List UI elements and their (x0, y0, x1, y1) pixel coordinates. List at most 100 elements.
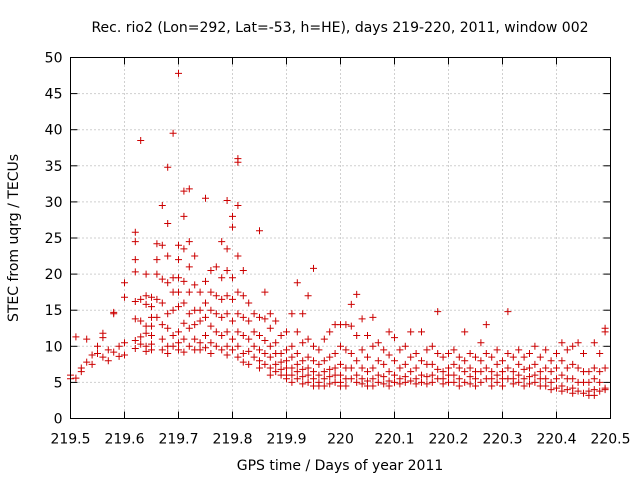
data-point (342, 321, 350, 329)
data-point (320, 382, 328, 390)
y-tick-label: 10 (45, 339, 63, 355)
data-point (488, 353, 496, 361)
data-point (88, 360, 96, 368)
data-point (601, 364, 609, 372)
data-point (185, 324, 193, 332)
data-point (131, 268, 139, 276)
data-point (299, 373, 307, 381)
data-point (374, 357, 382, 365)
data-point (196, 288, 204, 296)
data-point (585, 378, 593, 386)
data-point (553, 375, 560, 383)
data-point (131, 344, 139, 352)
data-point (99, 334, 107, 342)
data-point (558, 371, 566, 379)
y-tick-label: 25 (45, 231, 63, 247)
data-point (299, 380, 307, 388)
data-point (472, 375, 479, 383)
data-point (374, 339, 382, 347)
data-point (158, 346, 166, 354)
data-point (450, 346, 458, 354)
data-point (369, 342, 377, 350)
data-point (164, 310, 172, 318)
data-point (234, 328, 242, 336)
data-point (94, 342, 101, 350)
data-point (574, 387, 582, 395)
data-point (202, 277, 209, 285)
data-point (293, 360, 301, 368)
data-point (223, 266, 231, 274)
data-point (180, 245, 188, 253)
data-point (547, 386, 555, 394)
data-point (250, 353, 258, 361)
data-point (601, 328, 609, 336)
data-point (358, 315, 366, 323)
data-point (418, 357, 425, 365)
data-point (121, 351, 128, 359)
data-point (515, 346, 523, 354)
data-point (245, 360, 253, 368)
data-point (326, 380, 334, 388)
data-point (434, 308, 442, 316)
data-point (261, 315, 269, 323)
data-point (234, 202, 242, 210)
data-point (288, 378, 296, 386)
data-point (369, 375, 377, 383)
data-point (234, 252, 242, 260)
data-point (153, 313, 161, 321)
data-point (94, 350, 101, 358)
data-point (293, 375, 301, 383)
data-point (218, 346, 226, 354)
data-point (515, 378, 523, 386)
data-point (407, 328, 415, 336)
data-point (488, 375, 496, 383)
x-tick-label: 219.7 (158, 432, 198, 448)
data-point (439, 380, 447, 388)
data-point (256, 227, 263, 235)
data-point (526, 380, 533, 388)
data-point (293, 328, 301, 336)
data-point (374, 371, 382, 379)
data-point (180, 299, 188, 307)
data-point (212, 310, 220, 318)
data-point (488, 382, 496, 390)
data-point (428, 371, 436, 379)
data-point (283, 375, 290, 383)
data-point (202, 331, 209, 339)
data-point (304, 292, 312, 300)
data-point (283, 357, 290, 365)
data-point (466, 373, 474, 381)
data-point (207, 306, 215, 314)
data-point (185, 342, 193, 350)
data-point (256, 346, 263, 354)
data-point (299, 365, 307, 373)
data-point (148, 303, 155, 311)
data-point (175, 346, 182, 354)
data-point (110, 308, 118, 316)
data-point (142, 300, 150, 308)
data-point (293, 279, 301, 287)
data-point (310, 357, 317, 365)
data-point (256, 331, 263, 339)
data-point (277, 358, 285, 366)
data-point (261, 288, 269, 296)
data-point (239, 292, 247, 300)
data-point (202, 313, 209, 321)
data-point (158, 321, 166, 329)
data-point (310, 368, 317, 376)
data-point (148, 331, 155, 339)
data-point (256, 364, 263, 372)
data-point (569, 360, 577, 368)
y-tick-label: 45 (45, 87, 63, 103)
data-point (477, 368, 485, 376)
data-point (337, 371, 344, 379)
data-point (115, 342, 123, 350)
data-point (169, 331, 177, 339)
data-point (185, 238, 193, 246)
data-point (455, 382, 463, 390)
data-point (288, 310, 296, 318)
data-point (266, 342, 274, 350)
data-point (256, 357, 263, 365)
data-point (223, 310, 231, 318)
data-point (191, 252, 199, 260)
